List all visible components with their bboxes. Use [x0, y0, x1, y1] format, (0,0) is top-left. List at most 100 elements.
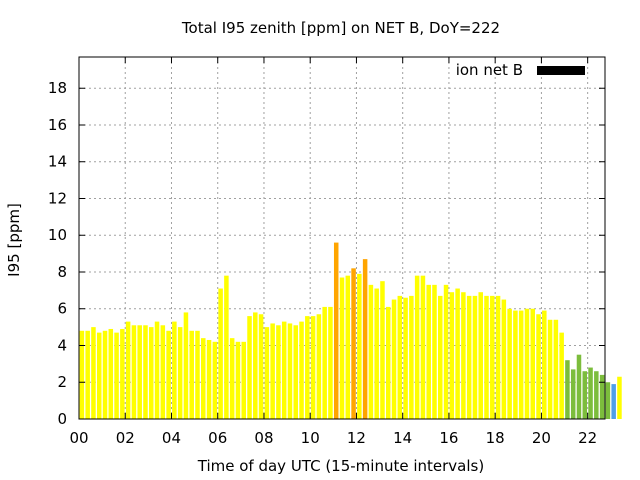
- bar: [490, 295, 495, 419]
- bar: [143, 325, 148, 419]
- bar: [212, 341, 218, 419]
- bar: [305, 316, 310, 419]
- bar: [96, 332, 102, 419]
- bar: [507, 308, 512, 419]
- y-tick-label: 12: [48, 189, 67, 207]
- bar: [576, 354, 582, 419]
- bar: [293, 325, 299, 419]
- bar: [391, 299, 397, 419]
- bar: [582, 371, 588, 419]
- bar: [264, 327, 270, 419]
- y-tick-label: 10: [48, 226, 67, 244]
- bar: [328, 306, 333, 419]
- bar: [229, 338, 235, 419]
- y-tick-label: 0: [57, 410, 67, 428]
- bar: [438, 295, 443, 419]
- bar: [345, 275, 351, 419]
- y-axis-label: I95 [ppm]: [5, 203, 23, 277]
- bar: [426, 284, 431, 419]
- bar: [495, 295, 501, 419]
- bar: [414, 275, 420, 419]
- bar: [432, 284, 437, 419]
- plot-frame: [78, 56, 606, 420]
- bar: [281, 321, 287, 419]
- x-tick-label: 18: [486, 429, 505, 447]
- bar: [160, 325, 166, 419]
- bar: [125, 321, 131, 419]
- y-tick-label: 16: [48, 116, 67, 134]
- bar: [449, 292, 455, 419]
- bar: [241, 341, 246, 419]
- x-tick-label: 10: [301, 429, 320, 447]
- x-axis-label: Time of day UTC (15-minute intervals): [197, 457, 484, 475]
- bar: [420, 275, 426, 419]
- bar: [91, 327, 96, 419]
- x-tick-label: 06: [208, 429, 227, 447]
- bar: [397, 295, 403, 419]
- x-tick-label: 04: [162, 429, 181, 447]
- bar: [362, 259, 368, 419]
- bar: [553, 319, 559, 419]
- bar: [189, 330, 194, 419]
- bar: [131, 325, 137, 419]
- bar: [270, 323, 275, 419]
- y-tick-label: 4: [57, 336, 67, 354]
- bar: [120, 328, 125, 419]
- bar: [380, 281, 385, 419]
- bar: [154, 321, 160, 419]
- bar: [253, 312, 258, 419]
- bar: [461, 292, 466, 419]
- x-tick-label: 14: [393, 429, 412, 447]
- bar: [588, 367, 593, 419]
- x-tick-label: 22: [578, 429, 597, 447]
- bar: [287, 323, 293, 419]
- x-tick-label: 12: [347, 429, 366, 447]
- bars: [79, 242, 622, 419]
- bar: [357, 273, 362, 419]
- bar: [570, 369, 576, 419]
- bar: [108, 328, 114, 419]
- bar: [368, 284, 374, 419]
- gridlines: [79, 57, 605, 419]
- bar: [518, 310, 524, 419]
- bar: [299, 321, 304, 419]
- bar: [166, 330, 171, 419]
- y-tick-label: 2: [57, 373, 67, 391]
- bar: [322, 306, 327, 419]
- bar: [339, 277, 345, 419]
- bar: [466, 295, 472, 419]
- bar: [513, 310, 518, 419]
- bar: [374, 288, 379, 419]
- y-tick-label: 8: [57, 263, 67, 281]
- x-tick-label: 02: [116, 429, 135, 447]
- bar: [195, 330, 200, 419]
- bar: [276, 325, 281, 419]
- bar: [443, 284, 449, 419]
- bar: [235, 341, 241, 419]
- bar: [224, 275, 229, 419]
- bar: [484, 295, 489, 419]
- bar: [605, 382, 611, 419]
- bar: [611, 384, 616, 419]
- bar: [351, 268, 356, 419]
- legend-label: ion net B: [456, 61, 523, 79]
- bar: [172, 321, 177, 419]
- bar: [177, 327, 183, 419]
- bar: [617, 376, 622, 419]
- x-tick-label: 00: [69, 429, 88, 447]
- bar: [501, 299, 507, 419]
- y-tick-label: 14: [48, 153, 67, 171]
- bar: [409, 295, 414, 419]
- y-tick-label: 6: [57, 300, 67, 318]
- x-tick-label: 20: [532, 429, 551, 447]
- bar: [310, 316, 316, 419]
- bar: [206, 339, 212, 419]
- x-tick-label: 16: [439, 429, 458, 447]
- y-tick-label: 18: [48, 79, 67, 97]
- x-tick-label: 08: [254, 429, 273, 447]
- bar: [478, 292, 483, 419]
- bar: [79, 330, 85, 419]
- bar: [594, 371, 599, 419]
- bar: [333, 242, 339, 419]
